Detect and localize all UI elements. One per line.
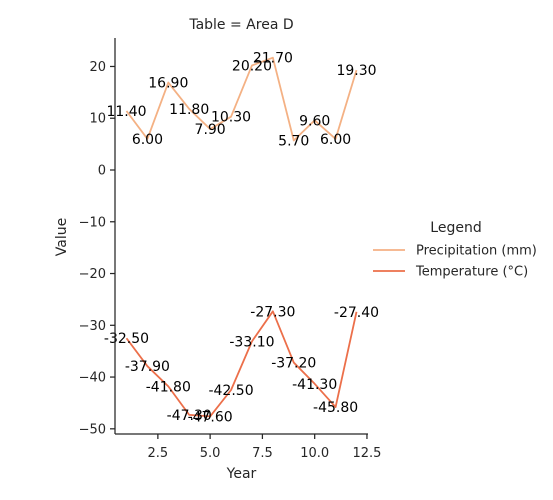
data-label: 11.40 — [106, 104, 146, 120]
legend-title: Legend — [430, 220, 481, 236]
y-ticks: −50 −40 −30 −20 −10 0 10 20 — [79, 60, 115, 437]
x-ticks: 2.5 5.0 7.5 10.0 12.5 — [148, 434, 381, 461]
data-label: 20.20 — [232, 58, 272, 74]
data-label: -47.60 — [188, 409, 233, 425]
data-label: -37.20 — [271, 356, 316, 372]
data-label: -41.30 — [292, 377, 337, 393]
data-label: -45.80 — [313, 400, 358, 416]
y-axis-title: Value — [54, 218, 70, 256]
legend-label-temperature: Temperature (°C) — [415, 265, 528, 280]
y-tick-label: 10 — [89, 112, 106, 127]
y-tick-label: 0 — [98, 164, 106, 179]
data-label: -47.30 — [167, 408, 212, 424]
x-tick-label: 12.5 — [352, 446, 381, 461]
data-label: 7.90 — [195, 122, 226, 138]
legend-label-precipitation: Precipitation (mm) — [416, 244, 537, 259]
x-axis-title: Year — [226, 466, 257, 482]
x-tick-label: 7.5 — [252, 446, 273, 461]
data-label: 6.00 — [132, 132, 163, 148]
data-label: -27.40 — [334, 305, 379, 321]
y-tick-label: −20 — [79, 267, 106, 282]
data-label: -41.80 — [146, 379, 191, 395]
data-label: -33.10 — [229, 334, 274, 350]
x-tick-label: 2.5 — [148, 446, 169, 461]
data-label: 6.00 — [320, 132, 351, 148]
data-label: -37.90 — [125, 359, 170, 375]
data-label: -32.50 — [104, 331, 149, 347]
y-tick-label: −40 — [79, 371, 106, 386]
y-tick-label: −30 — [79, 319, 106, 334]
data-label: 10.30 — [211, 110, 251, 126]
data-label: -42.50 — [208, 383, 253, 399]
y-tick-label: −50 — [79, 422, 106, 437]
y-tick-label: −10 — [79, 215, 106, 230]
series-line-1 — [125, 310, 358, 418]
data-label: 5.70 — [278, 133, 309, 149]
data-label: 11.80 — [169, 102, 209, 118]
data-label: 9.60 — [299, 113, 330, 129]
data-label: -27.30 — [250, 304, 295, 320]
legend: Legend Precipitation (mm) Temperature (°… — [373, 220, 537, 280]
y-tick-label: 20 — [89, 60, 106, 75]
data-label: 21.70 — [253, 51, 293, 67]
x-tick-label: 10.0 — [300, 446, 329, 461]
chart-title: Table = Area D — [188, 17, 293, 33]
x-tick-label: 5.0 — [200, 446, 221, 461]
series-line-0 — [125, 56, 358, 142]
data-label: 19.30 — [336, 63, 376, 79]
data-label: 16.90 — [148, 76, 188, 92]
